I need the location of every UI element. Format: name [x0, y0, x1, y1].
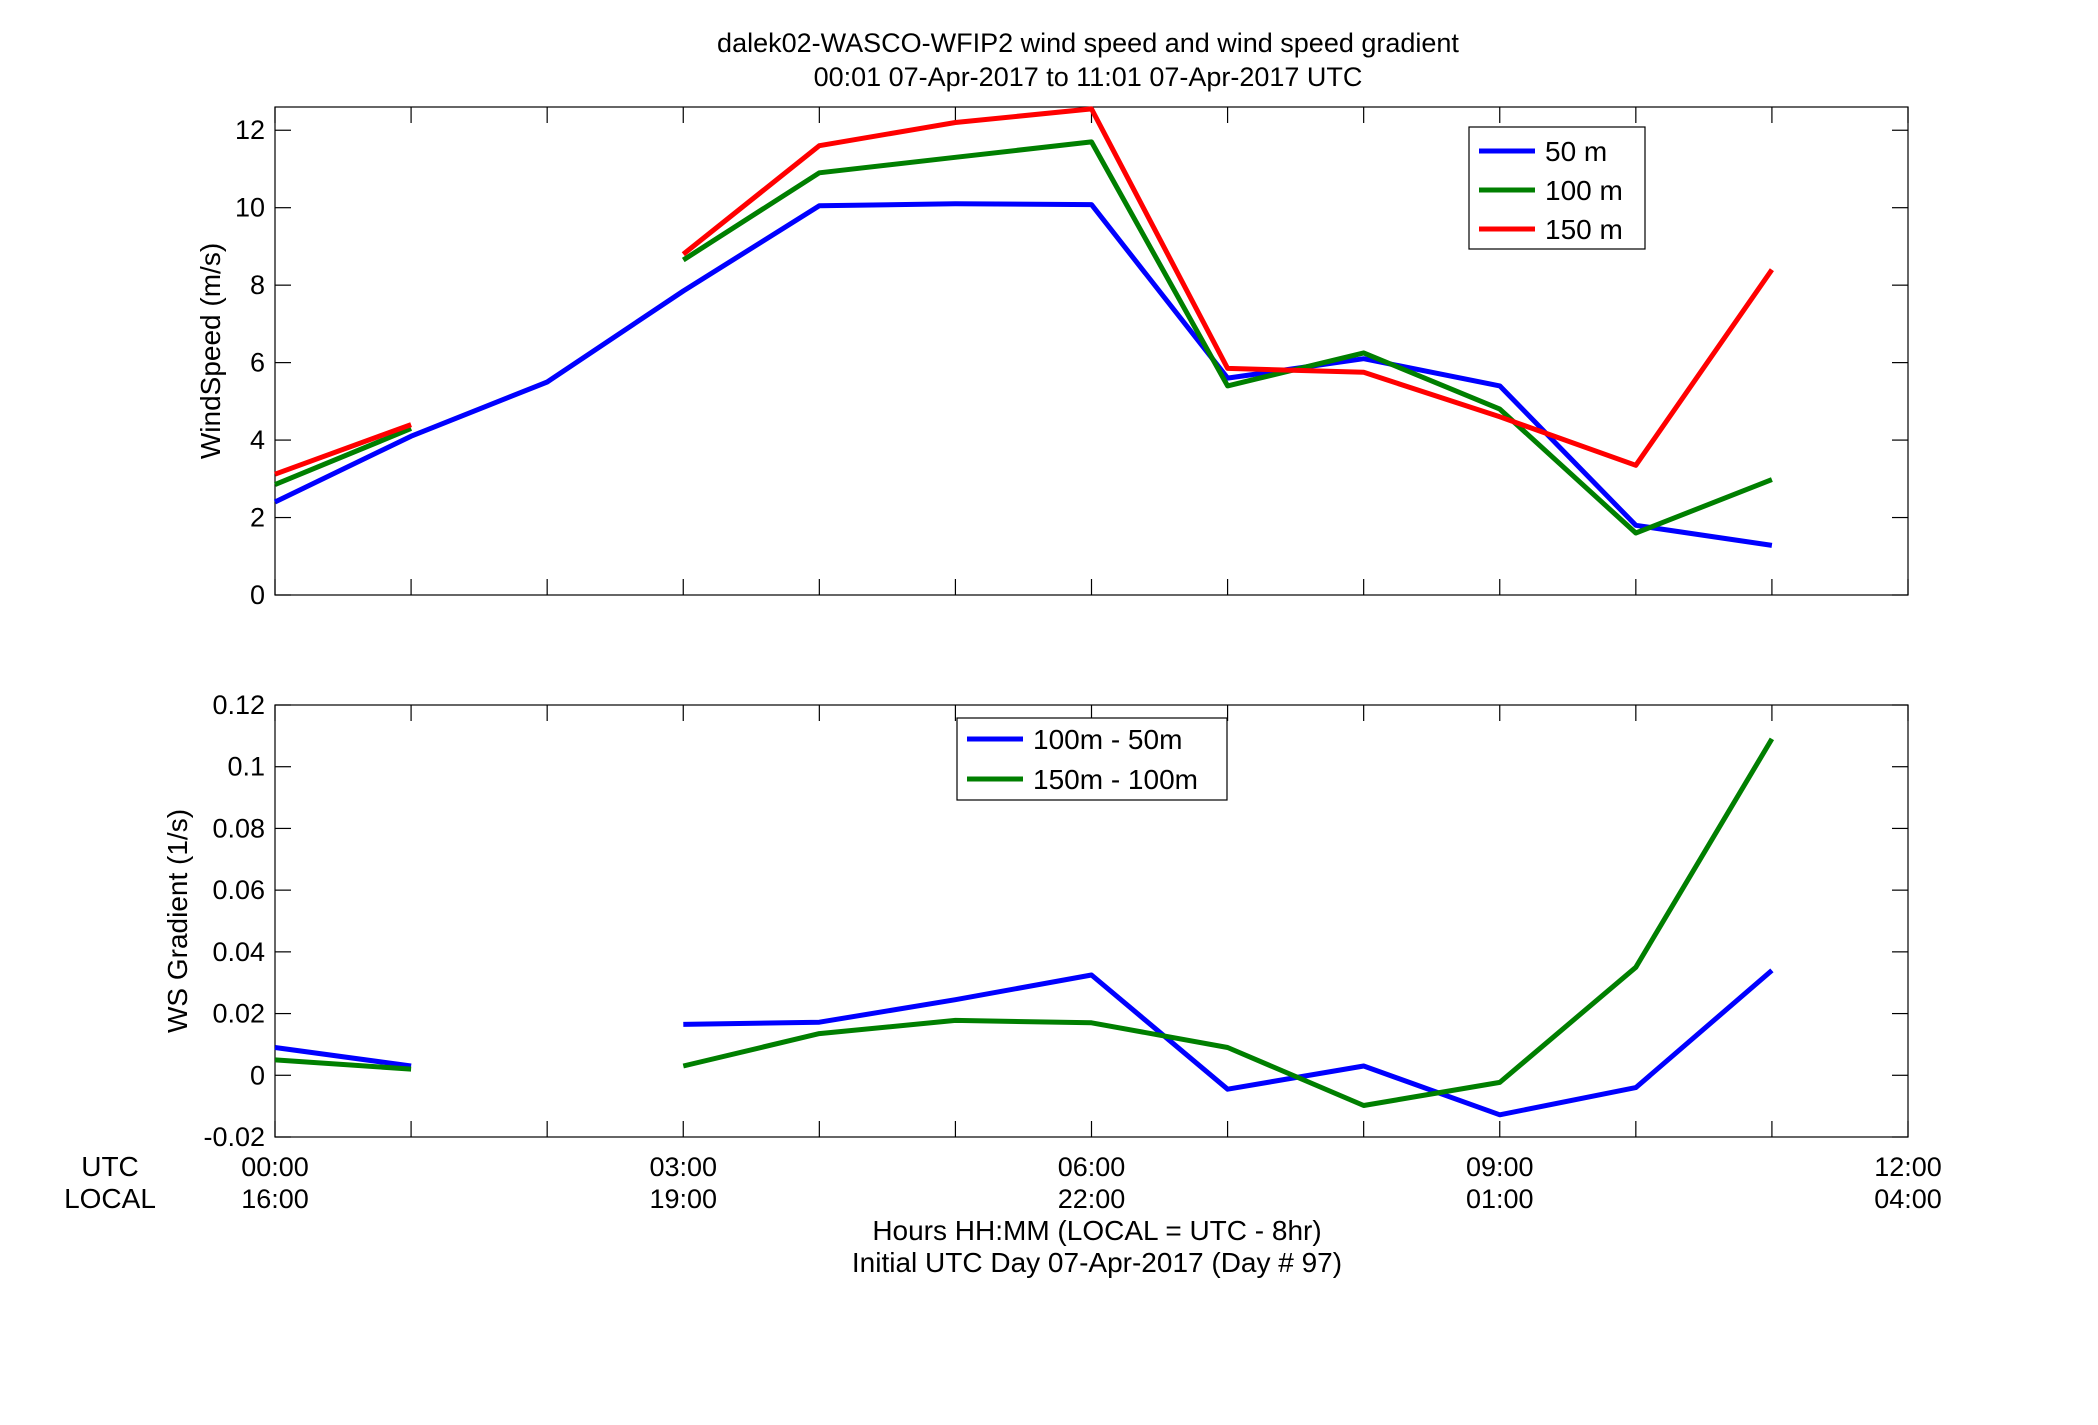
x-tick-label-utc: 03:00 [649, 1152, 717, 1182]
y-tick-label: -0.02 [203, 1122, 265, 1152]
y-tick-label: 2 [250, 503, 265, 533]
legend: 100m - 50m 150m - 100m [956, 717, 1228, 801]
y-tick-label: 4 [250, 425, 265, 455]
x-axis-sublabel: Initial UTC Day 07-Apr-2017 (Day # 97) [852, 1247, 1342, 1278]
y-tick-label: 0 [250, 1060, 265, 1090]
series-line-100m-50m [683, 968, 1774, 1118]
series-line-100m-50m [274, 1045, 412, 1069]
x-tick-label-local: 19:00 [649, 1184, 717, 1214]
series-100-m [274, 139, 1773, 536]
legend-label-150m-100m: 150m - 100m [1033, 764, 1198, 795]
x-tick-label-utc: 12:00 [1874, 1152, 1942, 1182]
y-axis-label: WS Gradient (1/s) [162, 809, 193, 1033]
series-line-150m-100m [274, 1057, 412, 1072]
x-tick-label-local: 16:00 [241, 1184, 309, 1214]
legend-label-150-m: 150 m [1545, 214, 1623, 245]
series-line-50-m [273, 201, 1773, 548]
y-tick-label: 0.12 [212, 690, 265, 720]
y-tick-label: 0.02 [212, 999, 265, 1029]
series-line-150-m [681, 106, 1774, 468]
y-tick-label: 8 [250, 270, 265, 300]
y-tick-label: 0.04 [212, 937, 265, 967]
series-100m-50m [274, 968, 1774, 1118]
legend-box [956, 717, 1228, 801]
y-tick-label: 0.1 [227, 752, 265, 782]
series-150-m [274, 106, 1774, 477]
y-tick-label: 6 [250, 348, 265, 378]
wind-speed-panel: 0 2 4 6 8 10 12 WindSpeed (m/s) 50 m 100 m 150 m [195, 106, 1909, 610]
x-tick-label-utc: 09:00 [1466, 1152, 1534, 1182]
x-tick-label-utc: 00:00 [241, 1152, 309, 1182]
series-line-100-m [681, 139, 1773, 536]
y-tick-label: 0.08 [212, 813, 265, 843]
y-tick-label: 12 [235, 115, 265, 145]
utc-row-label: UTC [81, 1151, 139, 1182]
legend-label-100-m: 100 m [1545, 175, 1623, 206]
x-tick-label-utc: 06:00 [1058, 1152, 1126, 1182]
series-150m-100m [274, 737, 1775, 1108]
x-tick-label-local: 01:00 [1466, 1184, 1534, 1214]
y-tick-label: 0 [250, 580, 265, 610]
local-row-label: LOCAL [64, 1183, 156, 1214]
y-tick-label: 0.06 [212, 875, 265, 905]
x-axis-label: Hours HH:MM (LOCAL = UTC - 8hr) [872, 1215, 1321, 1246]
series-line-150-m [274, 422, 412, 477]
x-tick-label-local: 04:00 [1874, 1184, 1942, 1214]
legend-label-100m-50m: 100m - 50m [1033, 724, 1182, 755]
y-tick-label: 10 [235, 193, 265, 223]
wind-speed-gradient-panel: -0.02 0 0.02 0.04 0.06 0.08 0.1 0.12 WS Gradient… [162, 690, 1909, 1152]
y-axis-label: WindSpeed (m/s) [195, 243, 226, 459]
chart-title-line2: 00:01 07-Apr-2017 to 11:01 07-Apr-2017 U… [814, 62, 1363, 92]
chart-title-line1: dalek02-WASCO-WFIP2 wind speed and wind … [717, 28, 1459, 58]
series-50-m [273, 201, 1773, 548]
x-tick-label-local: 22:00 [1058, 1184, 1126, 1214]
legend: 50 m 100 m 150 m [1468, 126, 1646, 250]
series-line-150m-100m [682, 737, 1775, 1108]
legend-label-50-m: 50 m [1545, 136, 1607, 167]
series-line-100-m [274, 426, 413, 487]
